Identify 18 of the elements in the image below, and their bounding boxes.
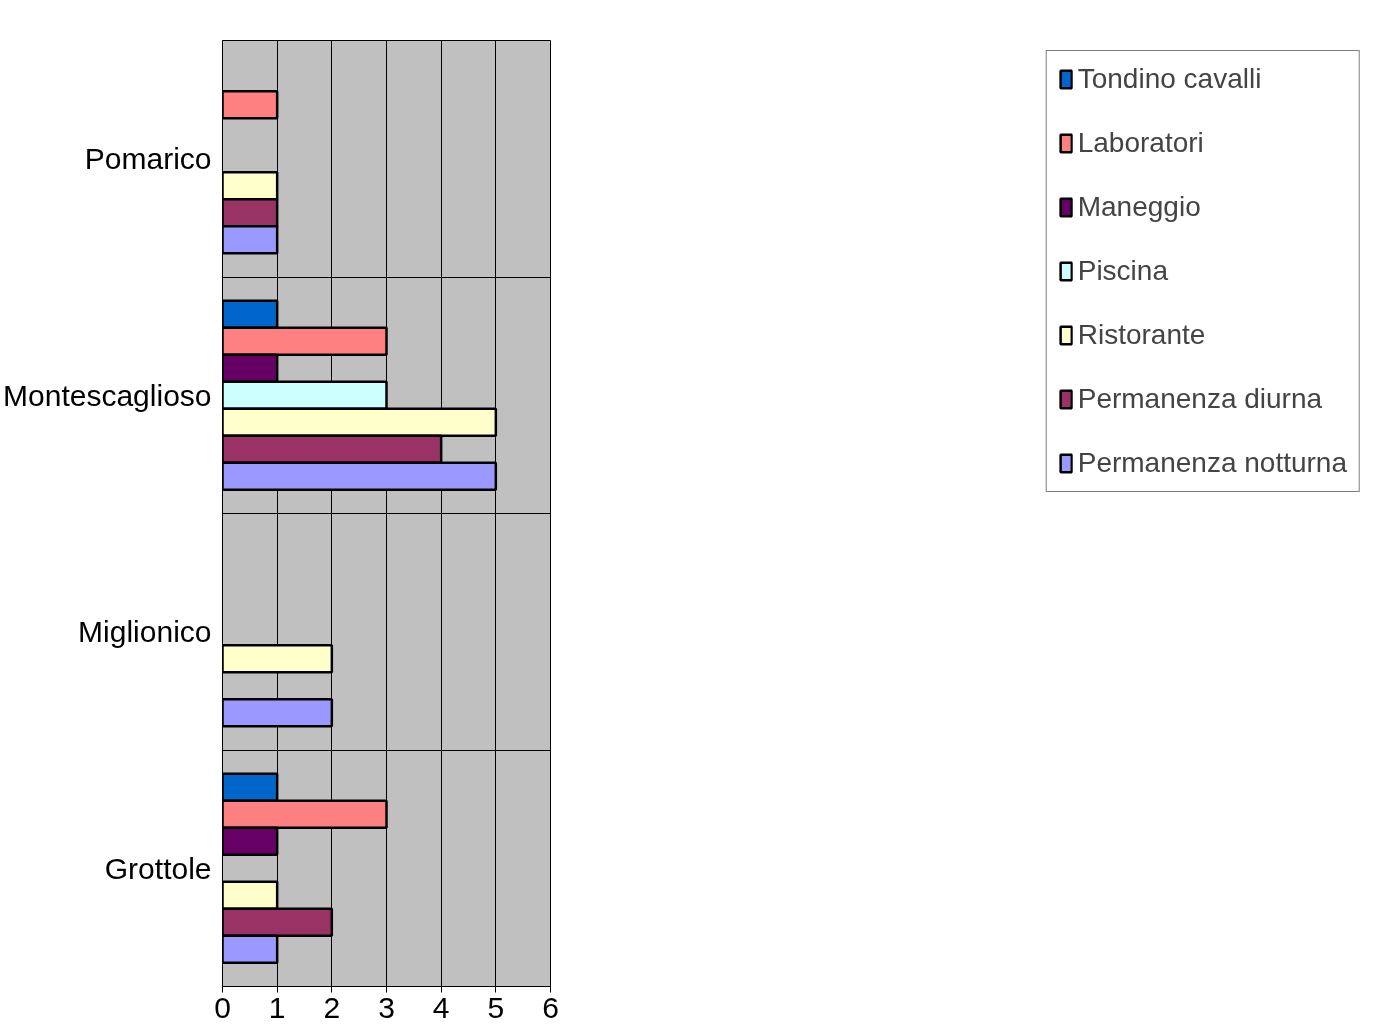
legend-label: Laboratori bbox=[1077, 127, 1204, 159]
legend-label: Permanenza diurna bbox=[1077, 383, 1323, 415]
legend-label: Ristorante bbox=[1077, 319, 1206, 351]
y-tick-label: Montescaglioso bbox=[3, 378, 212, 412]
x-tick-label: 2 bbox=[323, 990, 341, 1024]
x-tick-label: 3 bbox=[378, 990, 395, 1024]
y-tick-label: Miglionico bbox=[78, 615, 212, 649]
y-tick-label: Grottole bbox=[104, 851, 212, 885]
legend-label: Tondino cavalli bbox=[1077, 63, 1262, 95]
x-tick-label: 1 bbox=[268, 990, 286, 1024]
x-tick-label: 0 bbox=[214, 990, 231, 1024]
y-tick-label: Pomarico bbox=[84, 142, 212, 176]
legend-label: Permanenza notturna bbox=[1077, 447, 1347, 479]
x-tick-label: 5 bbox=[487, 990, 505, 1024]
x-tick-label: 4 bbox=[432, 990, 450, 1024]
legend-label: Maneggio bbox=[1077, 191, 1201, 223]
x-tick-label: 6 bbox=[542, 990, 559, 1024]
legend-label: Piscina bbox=[1077, 255, 1168, 287]
